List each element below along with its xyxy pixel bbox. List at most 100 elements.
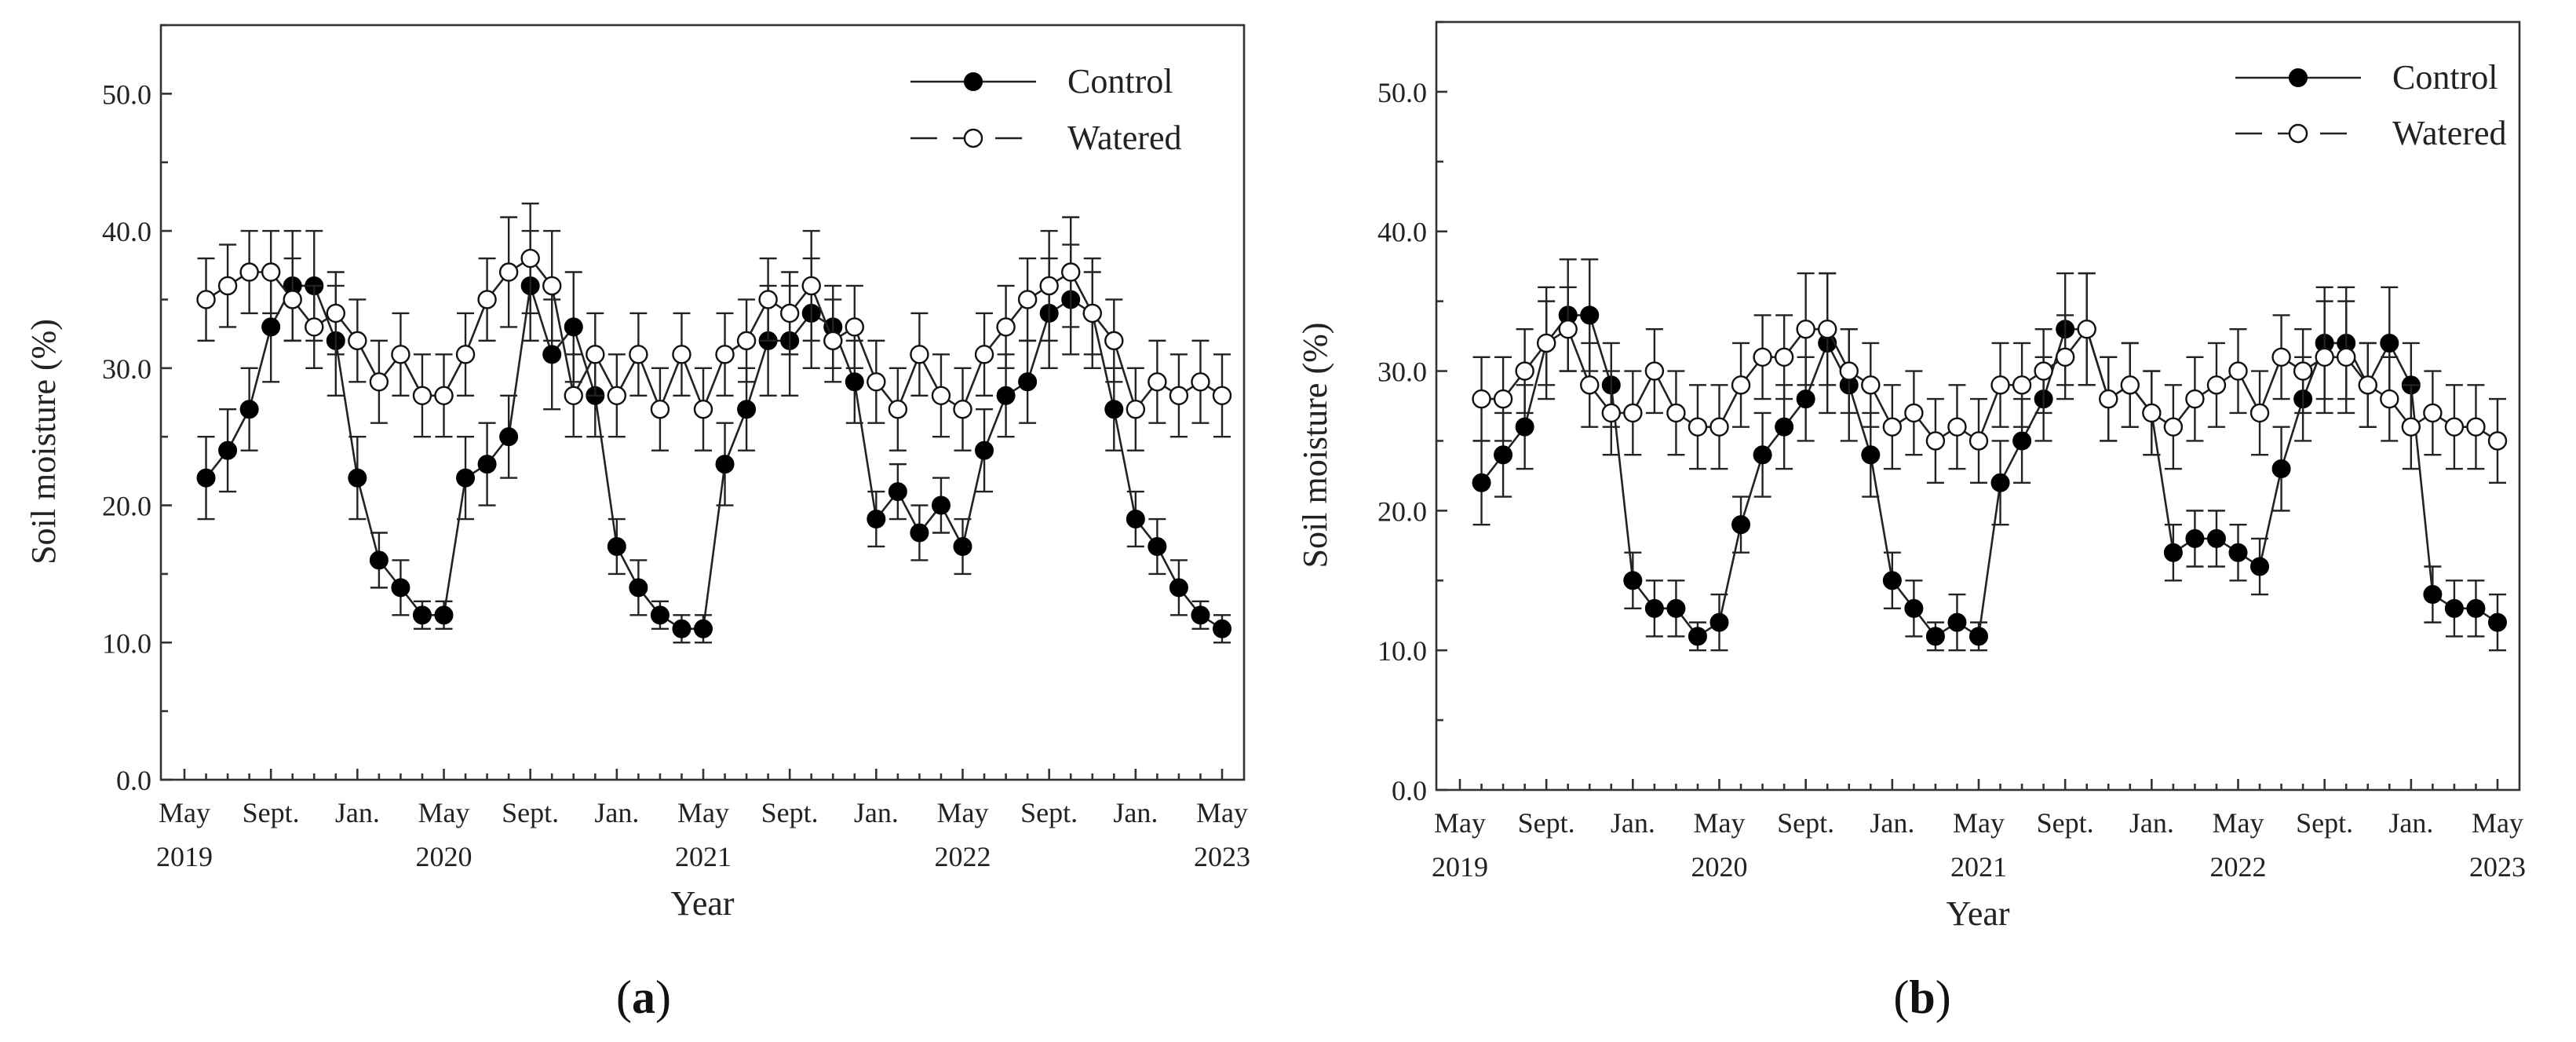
panel-label: (a): [616, 971, 671, 1023]
data-point-control: [2466, 598, 2486, 618]
legend-label-control: Control: [2392, 58, 2498, 97]
x-tick-year-label: 2020: [1691, 851, 1748, 883]
data-point-control: [910, 523, 929, 543]
data-point-watered: [2012, 375, 2032, 395]
data-point-watered: [2055, 347, 2075, 367]
legend: Control Watered: [2235, 58, 2506, 152]
data-point-control: [2271, 459, 2291, 479]
data-point-watered: [1990, 375, 2010, 395]
data-point-control: [1688, 627, 1707, 646]
data-point-control: [1796, 389, 1815, 409]
data-point-control: [1861, 445, 1881, 465]
data-point-watered: [1601, 403, 1621, 423]
legend-marker-watered: [963, 128, 983, 148]
data-point-watered: [564, 386, 583, 405]
data-point-watered: [2185, 389, 2205, 409]
x-tick-year-label: 2021: [1950, 851, 2007, 883]
data-point-watered: [542, 276, 562, 296]
data-point-watered: [1818, 320, 1837, 339]
x-tick-label: Jan.: [2129, 807, 2174, 839]
data-point-control: [2206, 528, 2226, 548]
x-tick-label: May: [1953, 807, 2005, 839]
data-point-watered: [953, 400, 972, 419]
legend-label-watered: Watered: [2392, 114, 2506, 152]
x-tick-year-label: 2021: [675, 841, 732, 872]
data-point-watered: [2423, 403, 2443, 423]
x-tick-label: Jan.: [1611, 807, 1655, 839]
data-point-control: [369, 550, 389, 570]
data-point-watered: [2206, 375, 2227, 395]
data-point-control: [196, 468, 216, 488]
data-point-watered: [1947, 417, 1967, 437]
data-point-watered: [2034, 361, 2053, 381]
data-point-watered: [1536, 333, 1556, 353]
legend-marker-control: [964, 72, 983, 91]
data-point-control: [694, 619, 713, 638]
data-point-watered: [2380, 389, 2399, 409]
data-point-watered: [1796, 320, 1815, 339]
data-point-watered: [2487, 431, 2508, 451]
data-point-watered: [996, 317, 1016, 337]
data-point-watered: [823, 331, 843, 351]
x-tick-year-label: 2022: [2210, 851, 2267, 883]
data-point-control: [888, 482, 907, 502]
data-point-watered: [867, 372, 886, 392]
x-tick-label: Sept.: [243, 797, 300, 828]
y-tick-label: 30.0: [1377, 356, 1427, 388]
data-point-watered: [1558, 320, 1578, 339]
y-tick-label: 30.0: [102, 353, 151, 385]
data-point-control: [1753, 445, 1772, 465]
data-point-control: [2423, 585, 2443, 605]
data-point-control: [650, 605, 670, 625]
data-point-control: [477, 455, 497, 474]
x-tick-year-label: 2020: [416, 841, 473, 872]
data-point-watered: [1126, 400, 1146, 419]
chart-panel-b: 0.0 10.0 20.0 30.0 40.0 50.0 May 2019 Sept. Jan. M…: [1296, 20, 2526, 1023]
data-point-watered: [477, 290, 497, 309]
data-point-watered: [1017, 290, 1038, 309]
data-point-control: [1191, 605, 1210, 625]
data-point-watered: [1731, 375, 1751, 395]
x-tick-label: Jan.: [594, 797, 639, 828]
y-tick-label: 0.0: [116, 765, 151, 796]
x-tick-year-label: 2023: [1194, 841, 1250, 872]
data-point-watered: [1169, 386, 1189, 405]
data-point-control: [564, 317, 583, 337]
data-point-control: [1709, 612, 1729, 632]
data-point-watered: [1904, 403, 1924, 423]
data-point-watered: [1968, 431, 1989, 451]
data-point-watered: [391, 345, 410, 364]
x-tick-label: Sept.: [761, 797, 819, 828]
data-point-control: [2488, 612, 2507, 632]
data-point-watered: [1191, 372, 1210, 392]
data-point-watered: [1212, 386, 1232, 405]
data-point-watered: [2358, 375, 2377, 395]
data-point-control: [715, 455, 735, 474]
data-point-control: [845, 372, 864, 392]
data-point-watered: [261, 262, 281, 282]
y-tick-label: 50.0: [102, 79, 151, 110]
data-point-watered: [1839, 361, 1859, 381]
data-point-control: [2250, 557, 2270, 576]
data-point-watered: [1666, 403, 1686, 423]
x-tick-label: Jan.: [335, 797, 380, 828]
data-point-watered: [650, 400, 670, 419]
data-point-watered: [2163, 417, 2184, 437]
data-point-control: [499, 427, 519, 447]
x-tick-label: May: [2472, 807, 2523, 839]
data-point-watered: [779, 303, 800, 324]
data-point-watered: [1082, 303, 1102, 324]
data-point-control: [1148, 536, 1167, 556]
x-tick-label: Sept.: [502, 797, 559, 828]
x-axis-title: Year: [1946, 894, 2009, 933]
x-tick-label: Jan.: [1113, 797, 1158, 828]
data-point-control: [629, 578, 648, 598]
y-tick-label: 40.0: [1377, 217, 1427, 248]
x-tick-label: May: [418, 797, 470, 828]
data-point-watered: [1774, 347, 1794, 367]
data-point-watered: [2120, 375, 2140, 395]
data-point-watered: [1688, 417, 1708, 437]
data-point-watered: [693, 400, 713, 419]
data-point-control: [2185, 528, 2205, 548]
